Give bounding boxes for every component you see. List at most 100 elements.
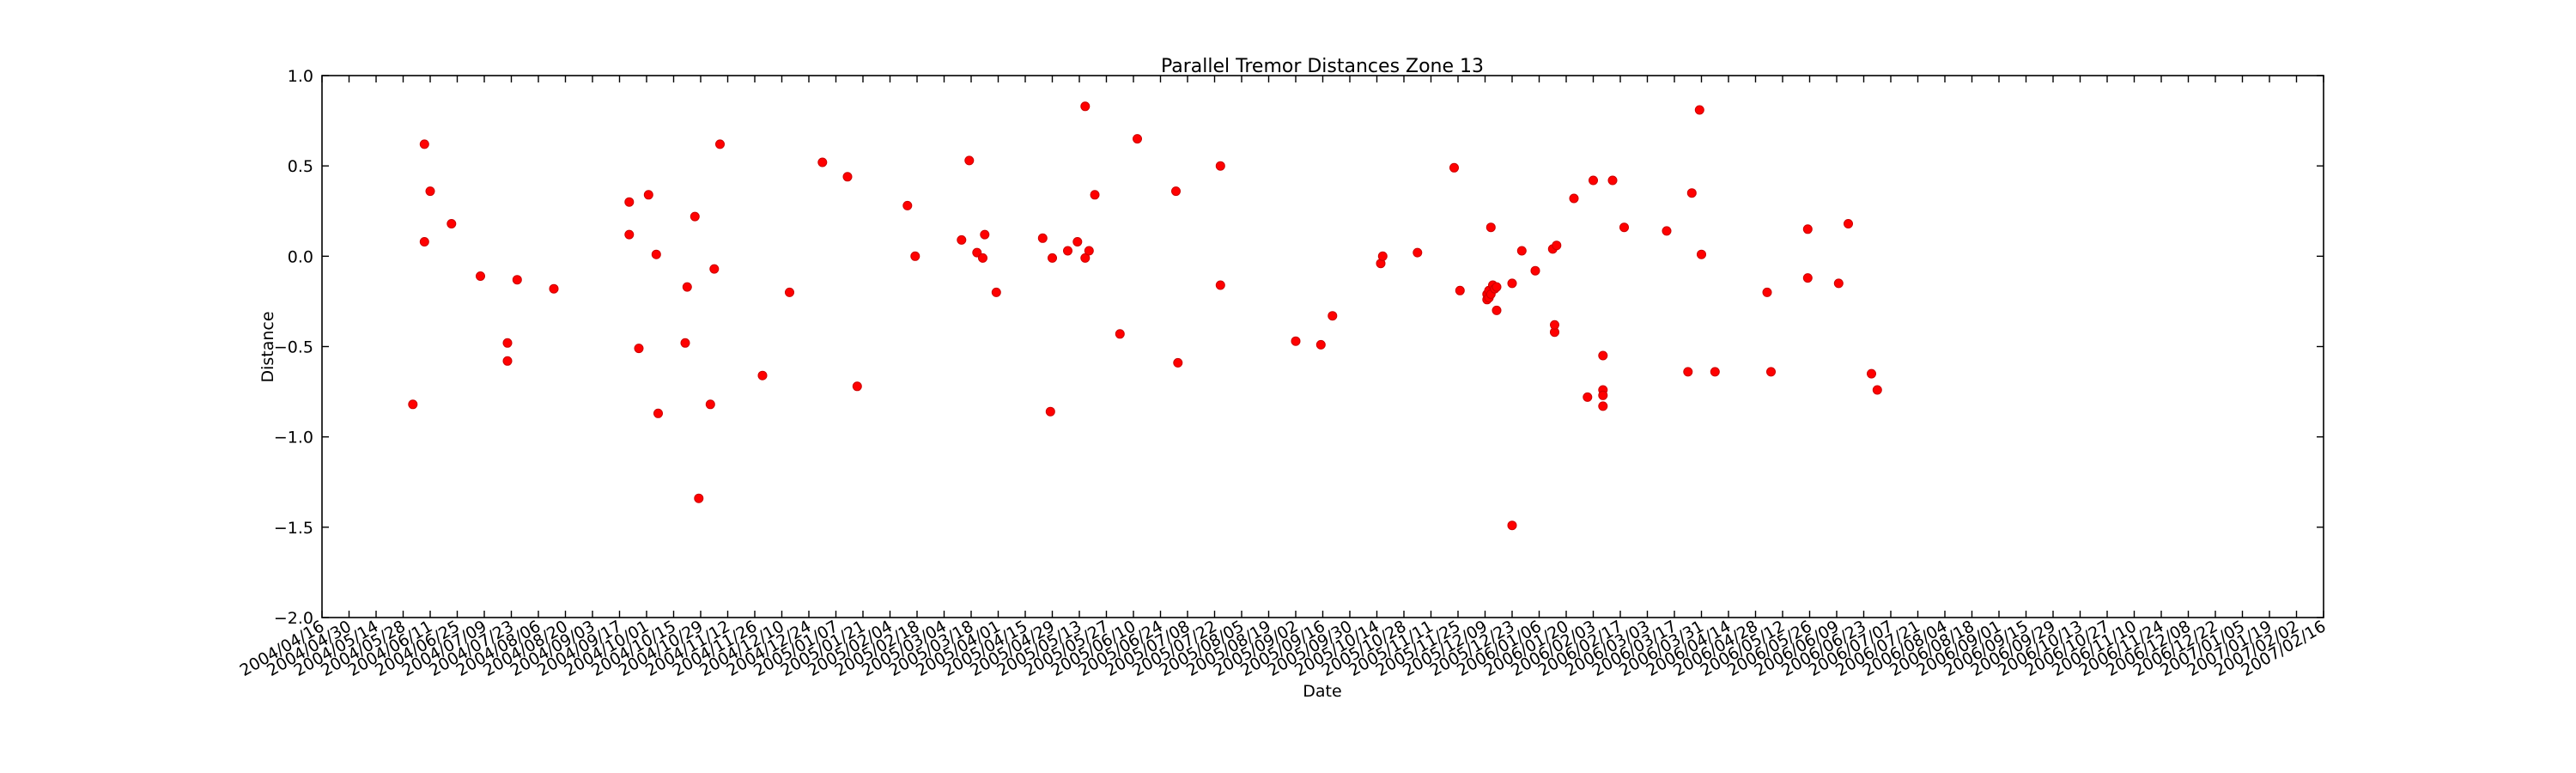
- data-point: [651, 249, 661, 259]
- data-point: [1589, 175, 1598, 186]
- data-point: [1133, 134, 1142, 144]
- data-point: [1607, 175, 1618, 186]
- data-point: [705, 399, 715, 410]
- data-point: [1507, 278, 1517, 289]
- data-point: [1598, 390, 1608, 400]
- data-point: [1833, 278, 1844, 289]
- data-point: [1697, 249, 1706, 259]
- data-point: [978, 253, 987, 263]
- data-point: [419, 237, 429, 247]
- data-point: [1084, 246, 1094, 256]
- data-point: [643, 190, 653, 200]
- data-point: [1694, 105, 1704, 115]
- y-tick-label: −1.0: [274, 429, 313, 447]
- chart-title: Parallel Tremor Distances Zone 13: [1161, 56, 1484, 77]
- data-point: [682, 282, 692, 292]
- data-point: [549, 283, 559, 294]
- data-point: [1315, 339, 1326, 350]
- data-point: [634, 344, 644, 354]
- data-point: [653, 408, 663, 418]
- data-point: [902, 200, 913, 210]
- data-point: [817, 157, 828, 167]
- data-point: [910, 251, 920, 261]
- y-tick-label: 0.0: [288, 247, 313, 266]
- data-point: [991, 287, 1001, 297]
- data-point: [1215, 161, 1225, 171]
- data-point: [715, 139, 725, 149]
- data-point: [694, 493, 704, 503]
- data-point: [502, 356, 513, 366]
- data-point: [1766, 367, 1776, 377]
- data-point: [1598, 350, 1608, 361]
- data-point: [1291, 336, 1301, 346]
- data-point: [1377, 251, 1388, 261]
- data-point: [1683, 367, 1693, 377]
- data-point: [1598, 401, 1608, 411]
- data-point: [690, 211, 700, 222]
- data-point: [1569, 193, 1579, 204]
- data-point: [1080, 101, 1091, 112]
- data-point: [980, 229, 990, 240]
- data-point: [1530, 265, 1540, 276]
- data-point: [1048, 253, 1057, 263]
- data-point: [624, 229, 635, 240]
- data-point: [1215, 280, 1225, 290]
- data-point: [1802, 224, 1813, 234]
- data-point: [1492, 282, 1502, 292]
- data-point: [842, 172, 853, 182]
- y-tick-label: −1.5: [274, 519, 313, 538]
- data-point: [709, 264, 720, 274]
- data-point: [1583, 392, 1593, 402]
- data-points: [408, 101, 1882, 531]
- data-point: [757, 370, 768, 380]
- data-point: [1872, 385, 1882, 395]
- data-point: [1762, 287, 1772, 297]
- data-point: [476, 271, 485, 281]
- data-point: [852, 381, 862, 392]
- data-point: [964, 155, 975, 166]
- data-point: [785, 287, 794, 297]
- data-point: [972, 247, 982, 258]
- data-point: [1045, 406, 1055, 417]
- data-point: [1552, 240, 1562, 251]
- data-point: [425, 186, 435, 197]
- data-point: [1173, 357, 1183, 368]
- data-point: [419, 139, 429, 149]
- data-point: [1516, 246, 1527, 256]
- data-point: [957, 234, 967, 245]
- data-point: [1662, 226, 1672, 236]
- data-point: [1090, 190, 1100, 200]
- data-point: [1072, 237, 1083, 247]
- data-point: [1492, 305, 1502, 315]
- data-point: [1507, 520, 1517, 531]
- data-point: [1844, 219, 1853, 228]
- data-point: [447, 219, 457, 228]
- data-point: [680, 338, 690, 348]
- data-point: [512, 275, 522, 285]
- y-axis-label: Distance: [258, 311, 277, 382]
- y-tick-label: 0.5: [288, 157, 313, 176]
- data-point: [1037, 233, 1048, 243]
- data-point: [408, 399, 418, 410]
- data-point: [502, 338, 513, 348]
- data-point: [1867, 368, 1876, 379]
- data-point: [1802, 273, 1813, 283]
- data-point: [1080, 253, 1091, 263]
- data-point: [1327, 311, 1338, 321]
- data-point: [1686, 188, 1697, 198]
- data-point: [1455, 285, 1465, 295]
- data-point: [1171, 186, 1181, 197]
- data-point: [1413, 247, 1423, 258]
- x-axis-label: Date: [1303, 682, 1341, 701]
- y-axis: −2.0 −1.5 −1.0 −0.5 0.0 0.5 1.0: [274, 67, 2324, 628]
- y-tick-label: −2.0: [274, 609, 313, 628]
- y-tick-label: 1.0: [288, 67, 313, 86]
- data-point: [1710, 367, 1720, 377]
- data-point: [1063, 246, 1072, 256]
- y-tick-label: −0.5: [274, 338, 313, 357]
- x-axis: 2004/04/162004/04/302004/05/142004/05/28…: [237, 76, 2330, 680]
- data-point: [1115, 329, 1125, 339]
- data-point: [1449, 162, 1459, 173]
- data-point: [1485, 222, 1496, 233]
